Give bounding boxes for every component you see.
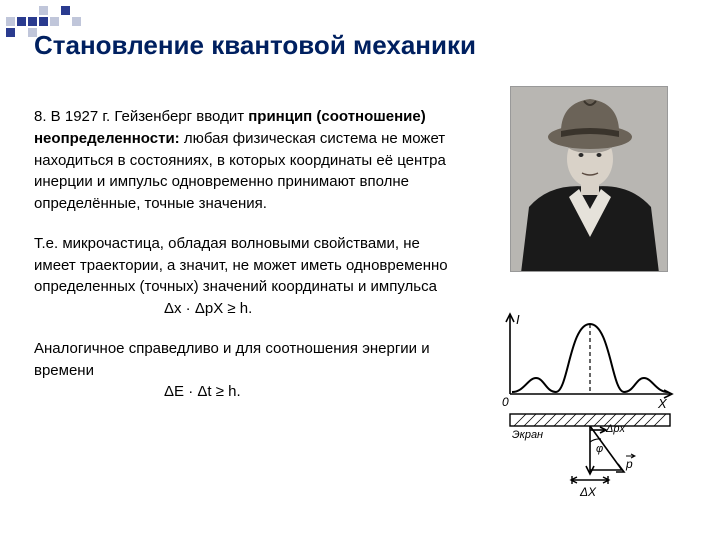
axis-label-X: X bbox=[657, 396, 668, 411]
portrait-image bbox=[510, 86, 668, 272]
delta-x-label: ΔX bbox=[579, 485, 597, 498]
axis-origin: 0 bbox=[502, 395, 509, 409]
angle-label: φ bbox=[596, 443, 603, 455]
axis-label-I: I bbox=[516, 312, 520, 327]
page-title: Становление квантовой механики bbox=[34, 30, 476, 61]
paragraph-3: Аналогичное справедливо и для соотношени… bbox=[34, 338, 454, 382]
formula-2: ΔE · Δt ≥ h. bbox=[34, 381, 454, 403]
p-vector-label: p bbox=[625, 457, 633, 471]
formula-1: Δx · ΔpX ≥ h. bbox=[34, 298, 454, 320]
screen-label: Экран bbox=[512, 429, 543, 441]
paragraph-1: 8. В 1927 г. Гейзенберг вводит принцип (… bbox=[34, 106, 454, 215]
diffraction-diagram: I X 0 Экран bbox=[498, 302, 680, 498]
paragraph-2: Т.е. микрочастица, обладая волновыми сво… bbox=[34, 233, 454, 298]
body-text: 8. В 1927 г. Гейзенберг вводит принцип (… bbox=[34, 106, 454, 421]
delta-px-label: Δpx bbox=[605, 423, 625, 435]
delta-x-bracket bbox=[571, 476, 609, 484]
para1-lead: 8. В 1927 г. Гейзенберг вводит bbox=[34, 108, 248, 125]
